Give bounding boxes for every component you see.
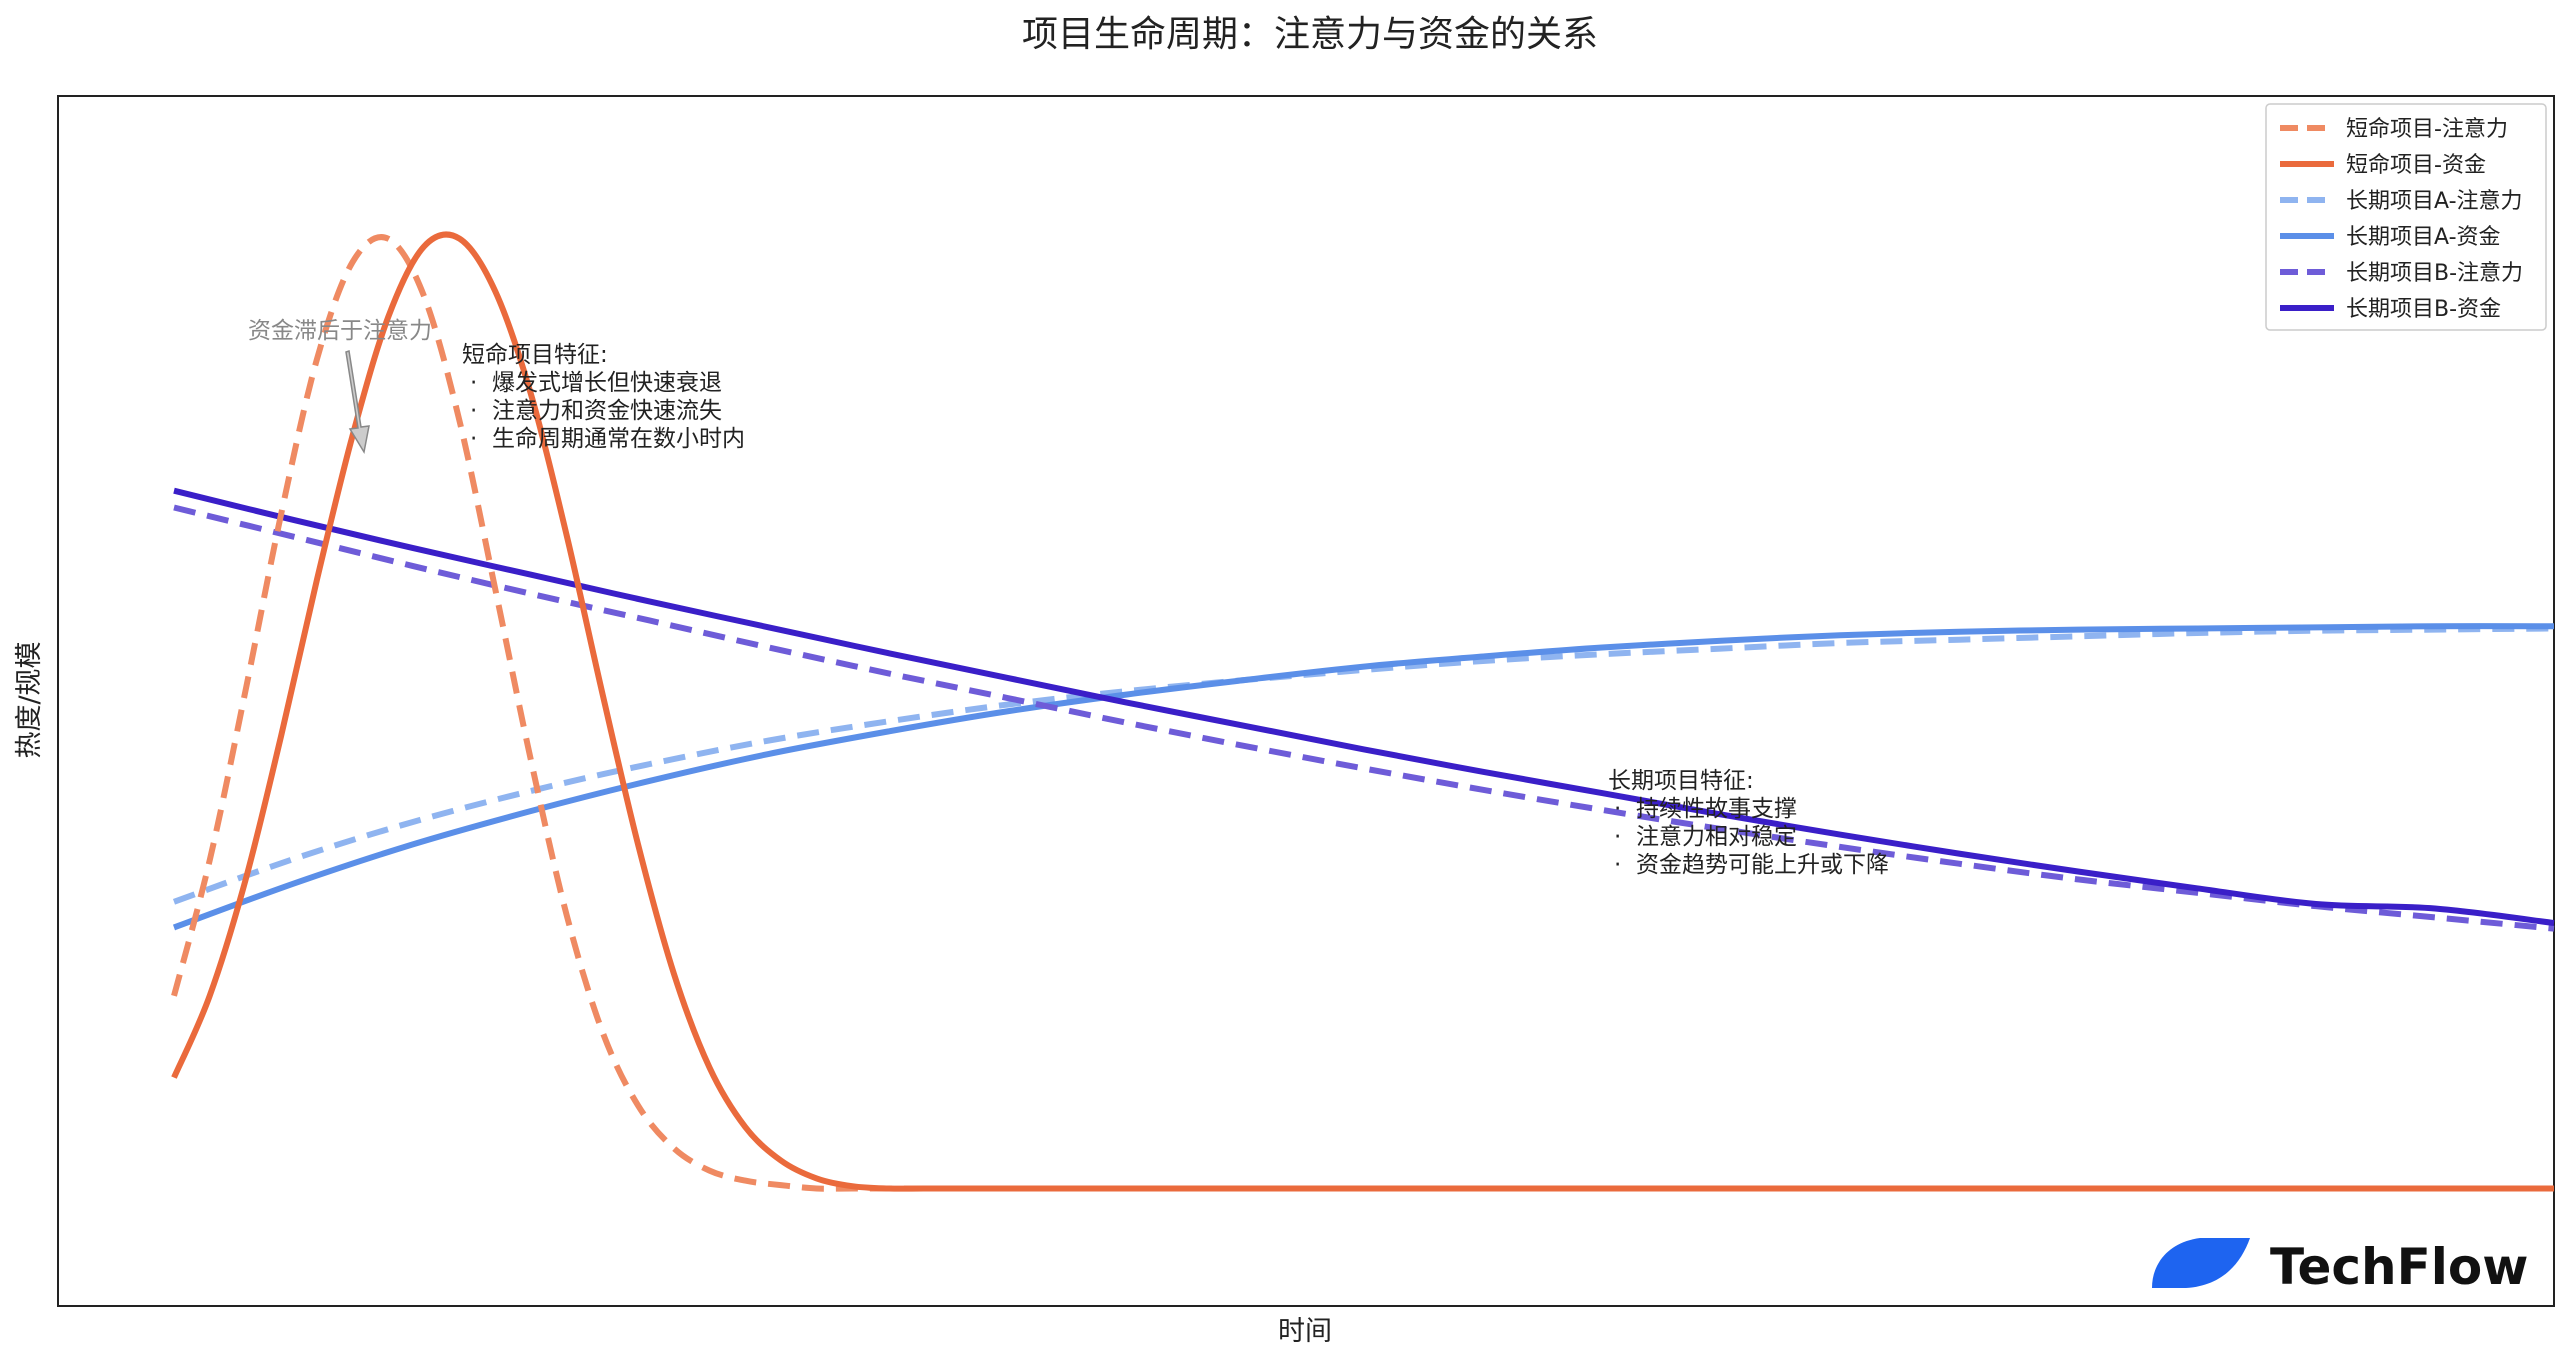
legend-label: 长期项目B-注意力 (2346, 261, 2523, 286)
short-project-note-title: 短命项目特征: (462, 342, 608, 368)
long-project-bullet: 注意力相对稳定 (1636, 824, 1797, 850)
long-project-bullet: 持续性故事支撑 (1636, 796, 1797, 822)
techflow-wordmark: TechFlow (2270, 1238, 2528, 1296)
series-line-4 (173, 504, 2555, 932)
x-axis-label: 时间 (1278, 1316, 1332, 1347)
short-project-note: 短命项目特征: · 爆发式增长但快速衰退 · 注意力和资金快速流失 · 生命周期… (462, 342, 745, 452)
short-project-bullet-mark: · (470, 398, 477, 424)
long-project-bullet-mark: · (1614, 796, 1621, 822)
legend-label: 短命项目-资金 (2346, 153, 2486, 178)
short-project-bullet: 注意力和资金快速流失 (492, 398, 722, 424)
legend-label: 短命项目-注意力 (2346, 117, 2508, 142)
series-layer (171, 231, 2555, 1192)
legend-label: 长期项目B-资金 (2346, 297, 2501, 322)
lag-annotation: 资金滞后于注意力 (248, 318, 432, 455)
legend-label: 长期项目A-注意力 (2346, 189, 2523, 214)
legend-items: 短命项目-注意力短命项目-资金长期项目A-注意力长期项目A-资金长期项目B-注意… (2280, 117, 2523, 322)
short-project-bullet-mark: · (470, 370, 477, 396)
long-project-bullet-mark: · (1614, 852, 1621, 878)
long-project-note-title: 长期项目特征: (1608, 768, 1754, 794)
short-project-bullet: 生命周期通常在数小时内 (492, 426, 745, 452)
legend-frame (2265, 103, 2547, 331)
techflow-logo-icon (2152, 1238, 2250, 1288)
techflow-watermark: TechFlow (2152, 1238, 2528, 1296)
chart-legend: 短命项目-注意力短命项目-资金长期项目A-注意力长期项目A-资金长期项目B-注意… (2265, 103, 2547, 331)
plot-area-frame (57, 95, 2555, 1307)
short-project-bullet: 爆发式增长但快速衰退 (492, 370, 722, 396)
series-line-5 (173, 487, 2555, 926)
legend-label: 长期项目A-资金 (2346, 225, 2501, 250)
y-axis-label: 热度/规模 (14, 641, 45, 758)
series-line-1 (171, 231, 2554, 1192)
chart-title: 项目生命周期：注意力与资金的关系 (1022, 14, 1598, 55)
short-project-bullet-mark: · (470, 426, 477, 452)
lag-annotation-text: 资金滞后于注意力 (248, 318, 432, 344)
long-project-bullet-mark: · (1614, 824, 1621, 850)
lag-annotation-arrow (345, 350, 370, 455)
long-project-note: 长期项目特征: · 持续性故事支撑 · 注意力相对稳定 · 资金趋势可能上升或下… (1608, 768, 1889, 878)
long-project-bullet: 资金趋势可能上升或下降 (1636, 852, 1889, 878)
